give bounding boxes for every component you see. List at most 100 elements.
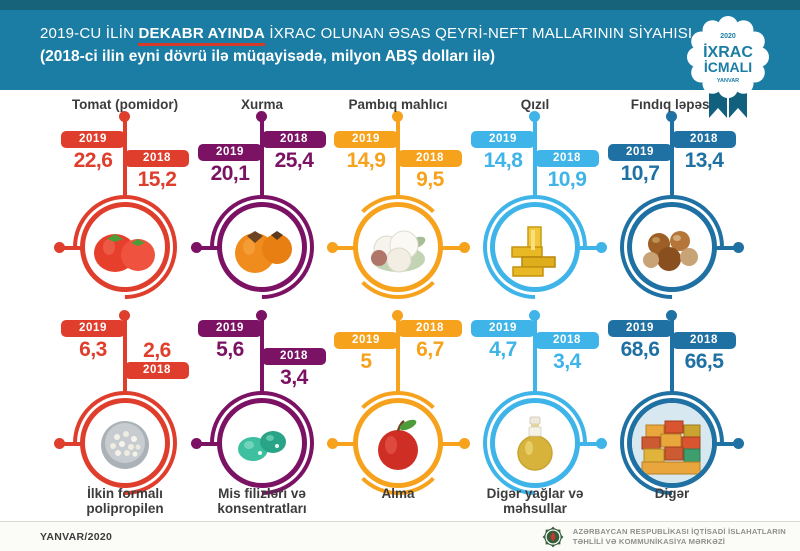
oil-bottle-image [517,416,553,471]
year-value: 3,4 [553,350,581,373]
outer-arc [346,195,450,299]
year-value: 5 [360,350,372,373]
year-group-2018: 2018 10,9 [535,150,599,191]
stem-dot [256,111,267,122]
stem-line [260,117,264,199]
title-suffix: İXRAC OLUNAN ƏSAS QEYRİ-NEFT MALLARININ … [265,25,693,42]
product-title: Fındıq ləpəsi [630,97,714,112]
product-column-diger: 2019 68,6 2018 66,5 Digər [598,310,746,525]
year-value: 6,3 [79,338,107,361]
year-badge: 2019 [334,131,398,148]
product-title: Digər [654,486,690,501]
year-group-2018: 2018 13,4 [672,131,736,172]
footer-org: AZƏRBAYCAN RESPUBLİKASI İQTİSADİ İSLAHAT… [540,524,786,550]
persimmons-image [235,231,292,273]
year-group-2019: 2019 5 [334,332,398,373]
year-group-2019: 2019 68,6 [608,320,672,361]
year-group-2018: 2018 3,4 [262,348,326,389]
title-highlight: DEKABR AYINDA [138,25,265,46]
product-title: Xurma [240,97,284,112]
product-title: Mis filizləri və konsentratları [217,486,307,517]
org-line1: AZƏRBAYCAN RESPUBLİKASI İQTİSADİ İSLAHAT… [572,527,786,537]
product-image-ring [80,398,170,488]
stem-dot [529,310,540,321]
connector-dot [733,438,744,449]
seal-year: 2020 [720,33,736,40]
stem-dot [666,310,677,321]
year-badge: 2018 [262,131,326,148]
connector-dot [327,438,338,449]
connector-dot [596,438,607,449]
header-text: 2019-CU İLİN DEKABR AYINDA İXRAC OLUNAN … [40,23,692,68]
year-group-2019: 2019 4,7 [471,320,535,361]
year-group-2018: 2018 9,5 [398,150,462,191]
year-badge: 2018 [398,150,462,167]
product-title: Pambıq mahlıcı [348,97,448,112]
year-badge: 2018 [125,362,189,379]
year-badge: 2019 [608,320,672,337]
stem-dot [666,111,677,122]
product-title: Tomat (pomidor) [71,97,179,112]
product-image-ring [627,398,717,488]
main-title: 2019-CU İLİN DEKABR AYINDA İXRAC OLUNAN … [40,23,693,46]
connector-dot [54,438,65,449]
year-badge: 2018 [672,332,736,349]
product-image-ring [80,202,170,292]
year-badge: 2019 [198,144,262,161]
seal-scallops [687,16,769,98]
stem-line [396,315,400,395]
top-strip [0,0,800,10]
footer: YANVAR/2020 AZƏRBAYCAN RESPUBLİKASI İQTİ… [0,521,800,551]
year-value: 13,4 [684,149,724,172]
header-band: 2019-CU İLİN DEKABR AYINDA İXRAC OLUNAN … [0,10,800,90]
year-badge: 2019 [471,320,535,337]
connector [470,242,607,253]
year-badge: 2018 [125,150,189,167]
connector-line [571,441,597,446]
product-column-findiq: Fındıq ləpəsi 2019 10,7 2018 13,4 [598,95,746,321]
year-value: 15,2 [137,168,177,191]
year-value: 9,5 [416,168,444,191]
connector [470,438,607,449]
tomatoes-image [94,234,155,272]
product-image-ring [217,398,307,488]
year-value: 5,6 [216,338,244,361]
polypropylene-granules-image [101,421,149,469]
stem-line [670,117,674,199]
year-group-2018: 2018 25,4 [262,131,326,172]
year-value: 10,7 [620,162,660,185]
year-value: 3,4 [280,366,308,389]
ixrac-icmali-seal: 2020 İXRAC İCMALI YANVAR [687,16,769,118]
title-prefix: 2019-CU İLİN [40,25,139,42]
connector-line [201,441,227,446]
year-group-2019: 2019 5,6 [198,320,262,361]
seal-small: YANVAR [717,78,739,84]
year-group-2019: 2019 20,1 [198,144,262,185]
product-image-ring [217,202,307,292]
year-value: 22,6 [73,149,113,172]
product-column-pambiq: Pambıq mahlıcı 2019 14,9 2018 9,5 [327,95,470,310]
year-value: 2,6 [143,339,171,362]
connector-line [201,245,227,250]
year-group-2019: 2019 14,9 [334,131,398,172]
connector-line [708,441,734,446]
product-image-ring [490,398,580,488]
year-group-2019: 2019 14,8 [471,131,535,172]
connector [191,242,327,253]
year-group-2018: 2018 15,2 [125,150,189,191]
connector-dot [327,242,338,253]
product-image-ring [353,202,443,292]
stem-dot [392,310,403,321]
copper-ore-image [238,431,286,461]
year-badge: 2019 [61,131,125,148]
year-badge: 2019 [334,332,398,349]
org-line2: TƏHLİLİ VƏ KOMMUNİKASİYA MƏRKƏZİ [572,537,726,546]
seal-line1: İXRAC [703,43,753,61]
connector-dot [54,242,65,253]
year-value: 66,5 [684,350,724,373]
connector-dot [191,242,202,253]
connector-dot [459,438,470,449]
year-value: 14,8 [483,149,523,172]
year-badge: 2018 [262,348,326,365]
